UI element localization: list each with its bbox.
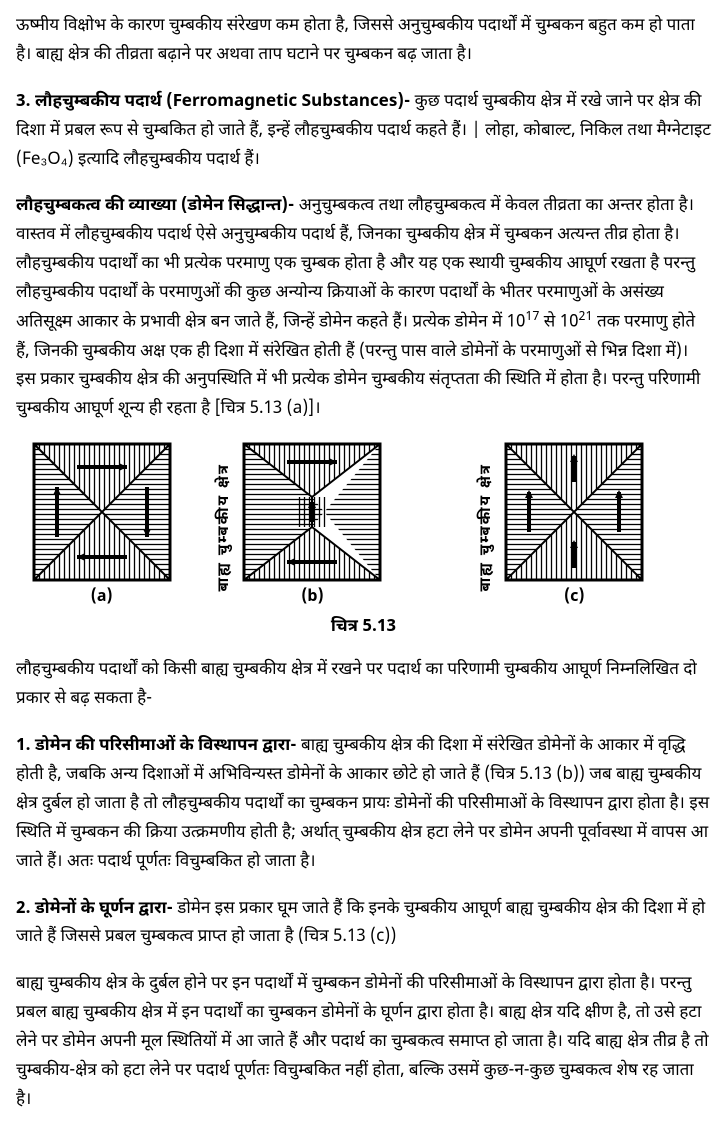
figure-caption: चित्र 5.13: [16, 613, 711, 642]
figure-label-b: (b): [301, 584, 324, 611]
figure-label-c: (c): [564, 584, 585, 611]
heading-method-2: 2. डोमेनों के घूर्णन द्वारा-: [16, 898, 173, 920]
paragraph-ferromagnetic: 3. लौहचुम्बकीय पदार्थ (Ferromagnetic Sub…: [16, 88, 711, 175]
figure-svg-c: [504, 442, 644, 582]
figure-cell-c: बाह्य चुम्बकीय क्षेत्र (c): [475, 442, 696, 611]
figure-cell-a: (a): [32, 442, 172, 611]
figure-cell-b: बाह्य चुम्बकीय क्षेत्र (b): [213, 442, 434, 611]
superscript-17: 17: [525, 310, 539, 326]
superscript-21: 21: [578, 310, 592, 326]
paragraph-method-2: 2. डोमेनों के घूर्णन द्वारा- डोमेन इस प्…: [16, 895, 711, 953]
axis-label-c: बाह्य चुम्बकीय क्षेत्र: [475, 463, 501, 592]
figure-svg-b: [242, 442, 382, 582]
paragraph-domain-theory: लौहचुम्बकत्व की व्याख्या (डोमेन सिद्धान्…: [16, 192, 711, 424]
figure-row: (a) बाह्य चुम्बकीय क्षेत्र: [16, 442, 711, 611]
paragraph-intro: ऊष्मीय विक्षोभ के कारण चुम्बकीय संरेखण क…: [16, 12, 711, 70]
paragraph-post-figure: लौहचुम्बकीय पदार्थों को किसी बाह्य चुम्ब…: [16, 656, 711, 714]
axis-label-b: बाह्य चुम्बकीय क्षेत्र: [213, 463, 239, 592]
figure-label-a: (a): [91, 584, 113, 611]
figure-svg-a: [32, 442, 172, 582]
paragraph-conclusion: बाह्य चुम्बकीय क्षेत्र के दुर्बल होने पर…: [16, 970, 711, 1114]
heading-domain-theory: लौहचुम्बकत्व की व्याख्या (डोमेन सिद्धान्…: [16, 195, 294, 217]
text-domain-theory-mid: से 10: [539, 312, 578, 334]
heading-method-1: 1. डोमेन की परिसीमाओं के विस्थापन द्वारा…: [16, 735, 297, 757]
paragraph-method-1: 1. डोमेन की परिसीमाओं के विस्थापन द्वारा…: [16, 732, 711, 876]
heading-ferromagnetic: 3. लौहचुम्बकीय पदार्थ (Ferromagnetic Sub…: [16, 91, 410, 113]
